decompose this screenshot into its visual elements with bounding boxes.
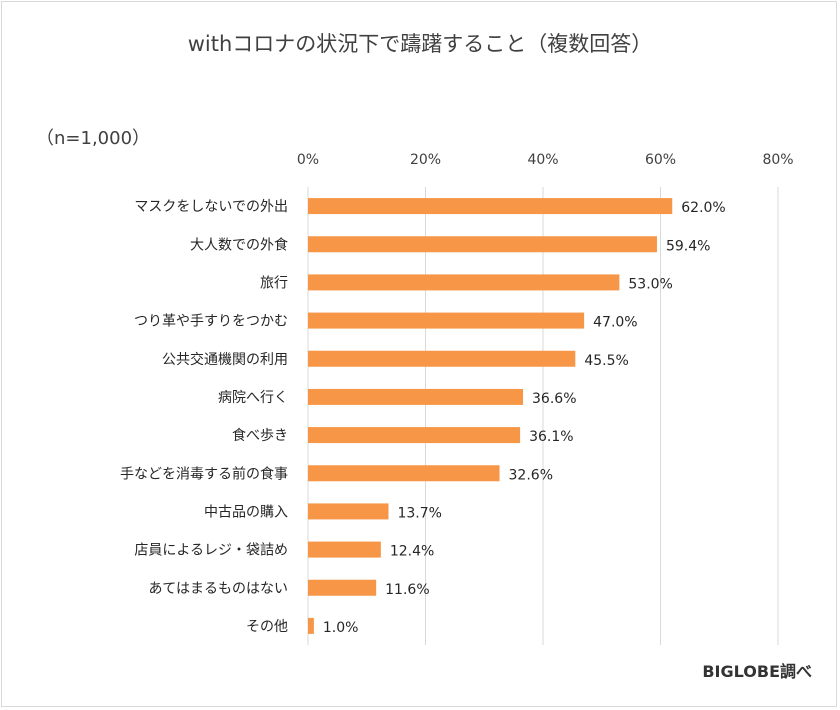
data-label: 1.0% bbox=[323, 620, 359, 636]
category-label: 店員によるレジ・袋詰め bbox=[134, 543, 288, 559]
bar bbox=[308, 350, 576, 367]
category-label: 病院へ行く bbox=[218, 390, 288, 406]
bar bbox=[308, 312, 585, 329]
category-label: あてはまるものはない bbox=[149, 581, 288, 597]
chart-title: withコロナの状況下で躊躇すること（複数回答） bbox=[187, 32, 653, 56]
category-label: 大人数での外食 bbox=[190, 236, 288, 253]
data-label: 59.4% bbox=[666, 238, 710, 254]
bar bbox=[308, 198, 673, 215]
x-tick-label: 0% bbox=[297, 152, 319, 168]
x-tick-label: 20% bbox=[410, 152, 441, 168]
category-label: 旅行 bbox=[260, 275, 288, 291]
data-label: 36.1% bbox=[529, 429, 573, 445]
category-label: つり革や手すりをつかむ bbox=[134, 314, 288, 330]
bar bbox=[308, 541, 381, 558]
x-tick-label: 80% bbox=[762, 152, 793, 168]
category-label: 公共交通機関の利用 bbox=[162, 351, 288, 368]
source-credit: BIGLOBE調べ bbox=[702, 662, 812, 681]
data-label: 12.4% bbox=[390, 544, 434, 560]
bar bbox=[308, 427, 521, 444]
data-label: 62.0% bbox=[681, 200, 725, 216]
data-label: 53.0% bbox=[628, 276, 672, 292]
category-label: その他 bbox=[246, 619, 288, 635]
bar bbox=[308, 236, 657, 253]
category-label: 中古品の購入 bbox=[204, 504, 288, 520]
bar bbox=[308, 465, 500, 482]
bar bbox=[308, 388, 524, 405]
bar bbox=[308, 579, 377, 596]
data-label: 32.6% bbox=[509, 467, 553, 483]
category-label: 手などを消毒する前の食事 bbox=[120, 465, 288, 482]
data-label: 13.7% bbox=[397, 505, 441, 521]
bar bbox=[308, 617, 314, 634]
data-label: 45.5% bbox=[584, 353, 628, 369]
bar bbox=[308, 274, 620, 291]
category-label: マスクをしないでの外出 bbox=[134, 199, 288, 215]
data-label: 11.6% bbox=[385, 582, 429, 598]
bar bbox=[308, 503, 389, 520]
x-tick-label: 60% bbox=[645, 152, 676, 168]
x-tick-label: 40% bbox=[527, 152, 558, 168]
sample-size-label: （n=1,000） bbox=[36, 128, 151, 149]
category-label: 食べ歩き bbox=[232, 427, 288, 444]
data-label: 36.6% bbox=[532, 391, 576, 407]
data-label: 47.0% bbox=[593, 315, 637, 331]
